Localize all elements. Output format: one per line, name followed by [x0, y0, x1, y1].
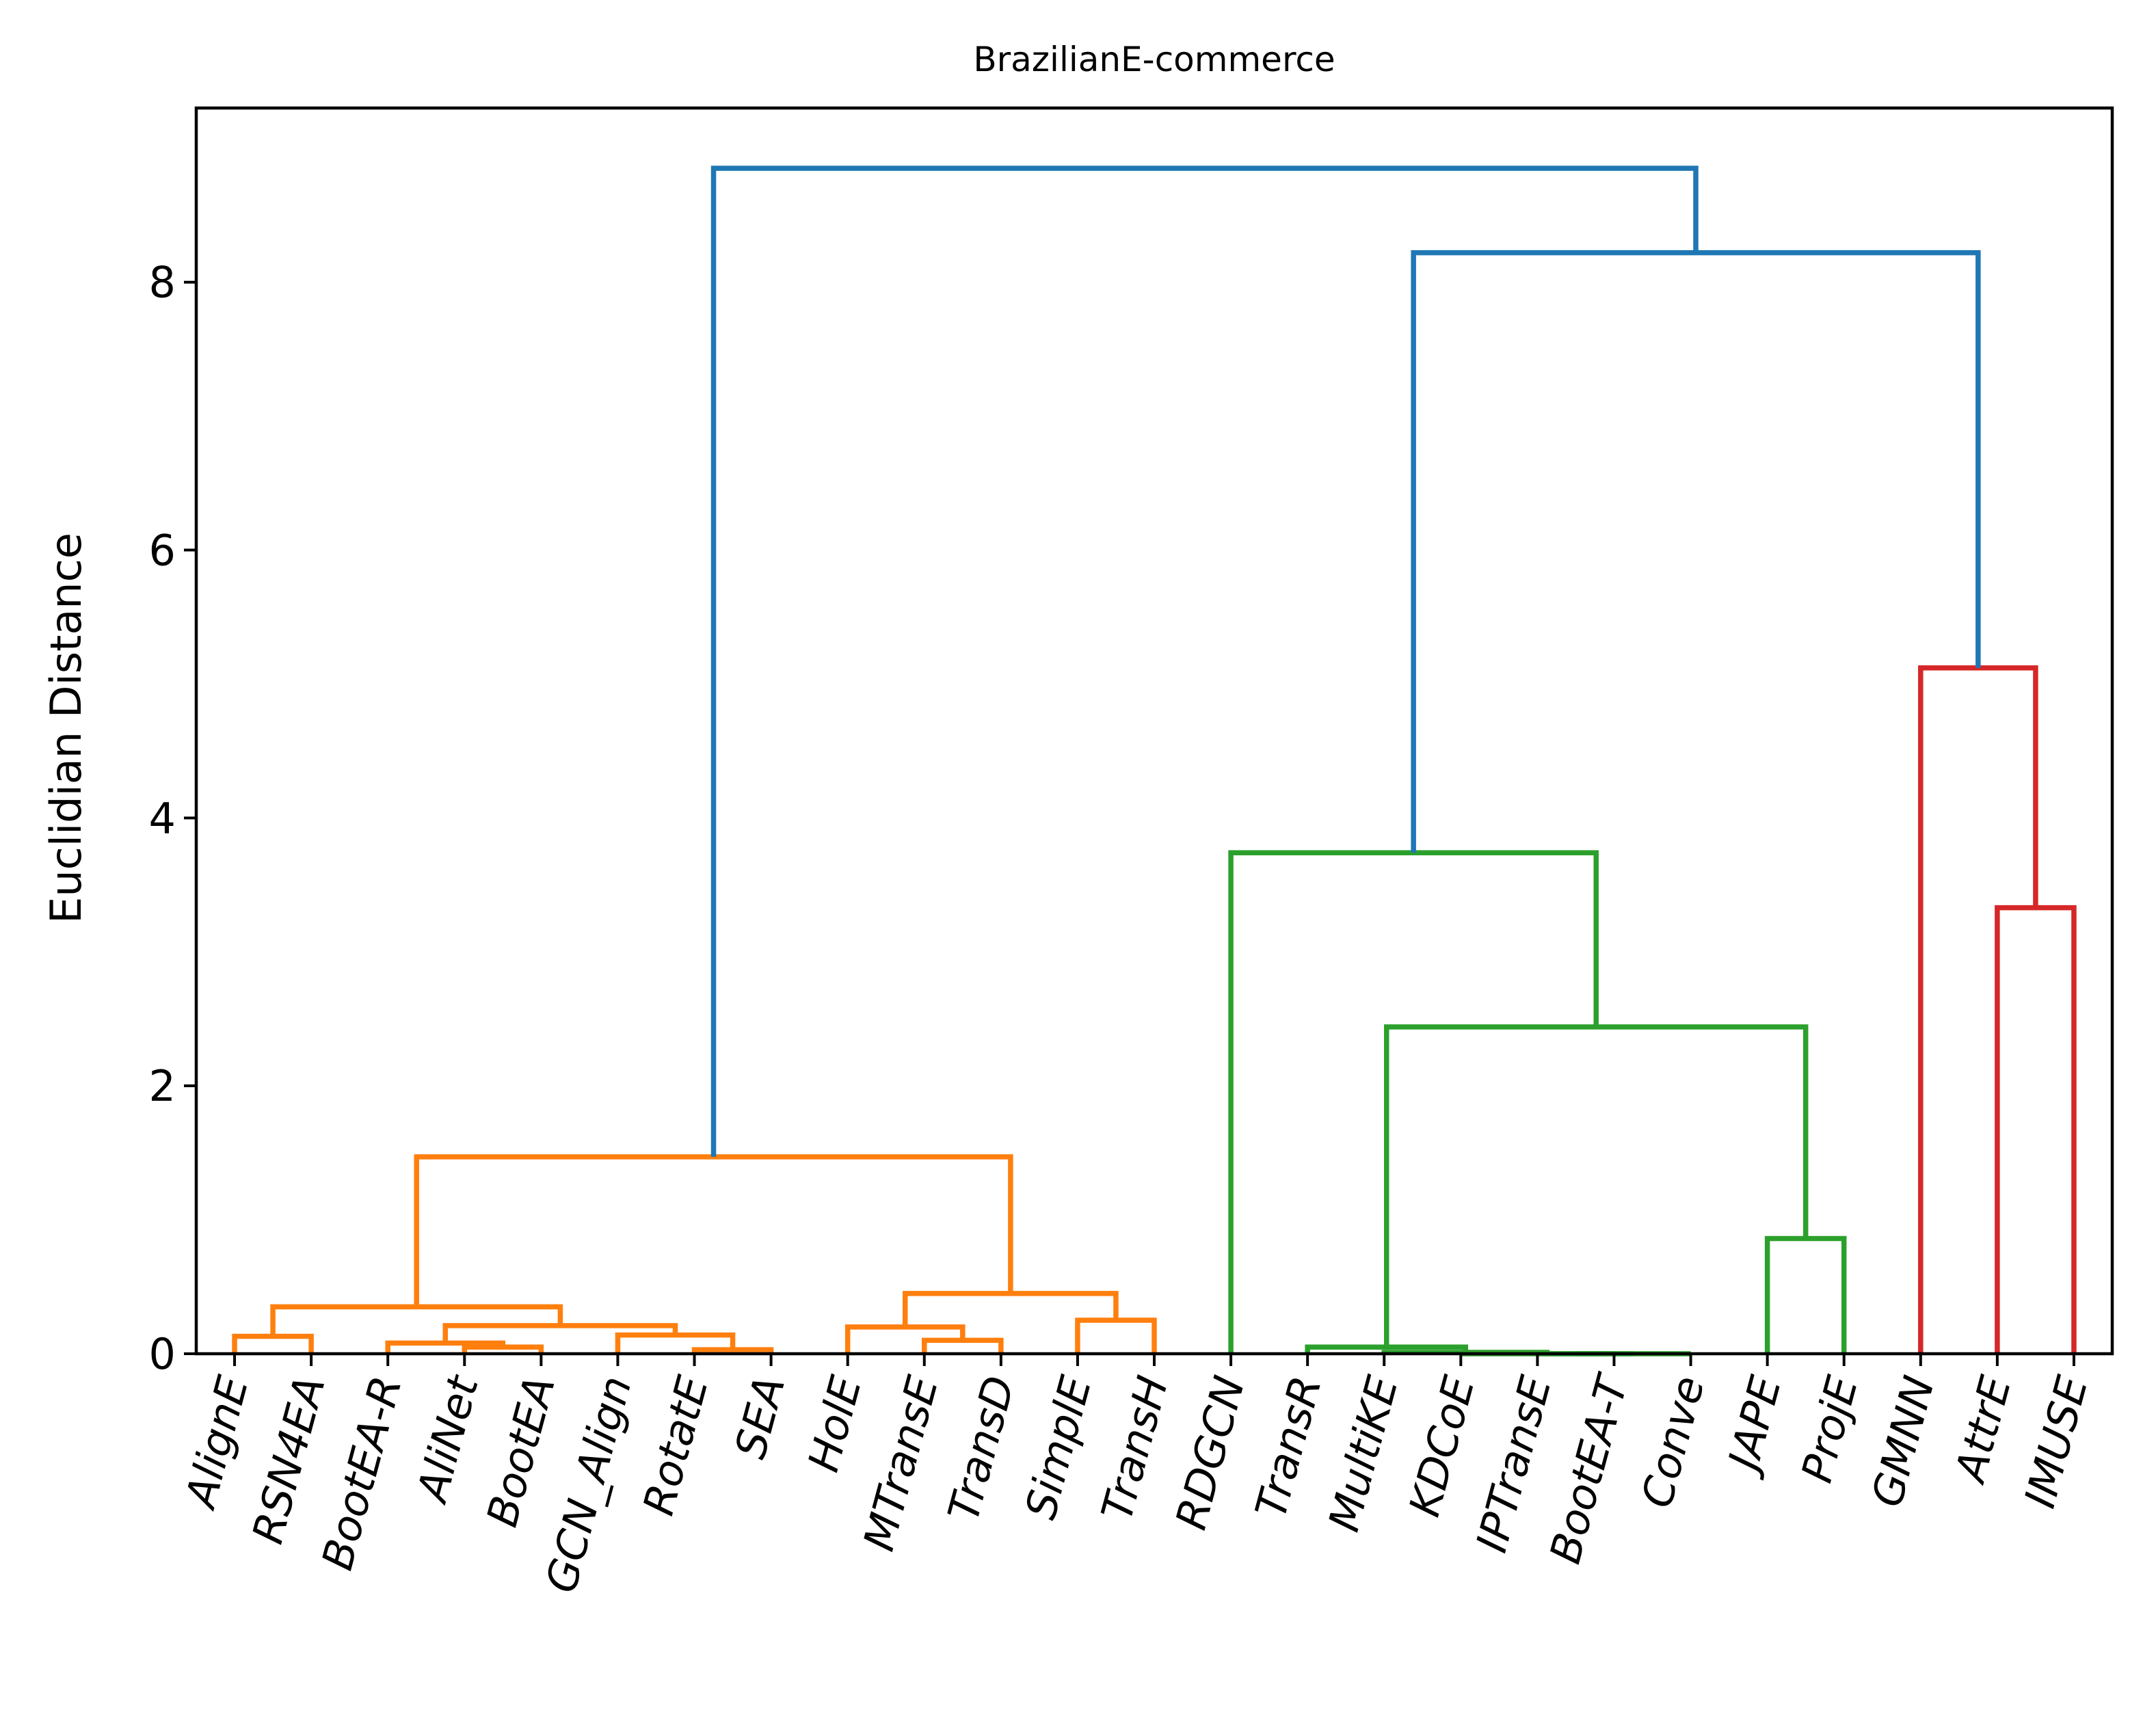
dendrogram-link-m8 [385, 1340, 506, 1354]
leaf-label: Conve [1632, 1371, 1714, 1513]
leaf-label: KDCoE [1399, 1370, 1485, 1521]
dendrogram-link-m21 [1228, 850, 1599, 1354]
leaf-label: AliNet [406, 1369, 488, 1509]
dendrogram-link-m15 [270, 1304, 563, 1337]
leaf-label: SEA [725, 1371, 795, 1464]
plot-frame [194, 106, 2114, 1356]
dendrogram-link-m14 [1075, 1318, 1157, 1354]
leaf-label: GMNN [1861, 1371, 1944, 1512]
leaf-label: ProjE [1792, 1370, 1867, 1488]
dendrogram-links [232, 165, 2077, 1356]
dendrogram-link-m17 [1764, 1235, 1847, 1354]
y-axis-ticks: 0 2 4 6 8 [149, 258, 196, 1379]
dendrogram-link-m23 [1411, 250, 1981, 853]
y-tick-label: 2 [149, 1061, 176, 1111]
leaf-label: AttrE [1945, 1370, 2021, 1489]
dendrogram-link-m10 [232, 1333, 314, 1354]
leaf-label: BootEA [477, 1371, 565, 1532]
dendrogram-link-m12 [844, 1324, 966, 1354]
dendrogram-link-m22 [1918, 665, 2038, 1354]
chart-title: BrazilianE-commerce [973, 40, 1335, 79]
leaf-label: TransD [938, 1371, 1024, 1526]
leaf-label: RotatE [633, 1370, 718, 1520]
dendrogram-link-m9 [922, 1337, 1004, 1354]
y-axis-label: Euclidian Distance [41, 533, 91, 924]
leaf-label: TransH [1091, 1371, 1177, 1525]
x-axis-ticks: AlignERSN4EABootEA-RAliNetBootEAGCN_Alig… [175, 1354, 2098, 1598]
leaf-label: MTransE [853, 1370, 948, 1556]
y-tick-label: 6 [149, 526, 176, 576]
leaf-label: IMUSE [2014, 1370, 2097, 1513]
dendrogram-link-m20 [1995, 905, 2077, 1354]
dendrogram-link-m19 [1383, 1024, 1809, 1348]
leaf-label: RDGCN [1166, 1371, 1255, 1535]
y-tick-label: 8 [149, 258, 176, 308]
dendrogram-link-m24 [710, 165, 1699, 1158]
leaf-label: TransR [1245, 1371, 1331, 1523]
leaf-label: AlignE [175, 1370, 258, 1515]
leaf-label: MultiKE [1318, 1370, 1408, 1536]
y-tick-label: 0 [149, 1329, 176, 1379]
dendrogram-link-m16 [902, 1291, 1119, 1327]
y-tick-label: 4 [149, 793, 176, 843]
leaf-label: HolE [798, 1370, 871, 1477]
dendrogram-link-m18 [414, 1154, 1013, 1307]
leaf-label: JAPE [1716, 1370, 1791, 1482]
dendrogram-link-m13 [442, 1323, 678, 1343]
leaf-label: SimplE [1015, 1370, 1102, 1524]
leaf-label: RSN4EA [242, 1371, 334, 1549]
